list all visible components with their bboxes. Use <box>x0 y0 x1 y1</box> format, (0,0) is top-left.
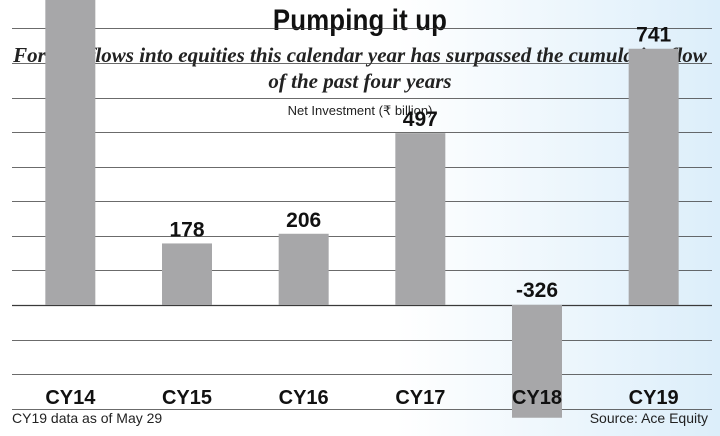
bar-cy18 <box>512 305 562 418</box>
category-label-cy18: CY18 <box>512 387 562 409</box>
data-label-cy18: -326 <box>516 279 558 302</box>
data-label-cy15: 178 <box>169 218 204 241</box>
bar-cy15 <box>162 243 212 305</box>
bar-cy19 <box>628 48 679 306</box>
bar-cy16 <box>278 233 329 305</box>
bar-cy17 <box>395 133 446 305</box>
chart-title: Pumping it up <box>272 4 448 37</box>
data-label-cy16: 206 <box>286 209 321 232</box>
category-label-cy17: CY17 <box>395 387 445 409</box>
category-label-cy15: CY15 <box>162 387 212 409</box>
chart-subtitle: Foreign flows into equities this calenda… <box>13 43 707 93</box>
data-label-cy19: 741 <box>636 24 671 47</box>
source-note: Source: Ace Equity <box>589 410 708 426</box>
category-labels: CY14 CY15 CY16 CY17 CY18 CY19 <box>45 387 678 409</box>
category-label-cy16: CY16 <box>279 387 329 409</box>
footnote: CY19 data as of May 29 <box>12 410 163 426</box>
unit-label: Net Investment (₹ billion) <box>287 103 433 118</box>
data-label-cy17: 497 <box>403 108 438 131</box>
bars <box>45 0 679 418</box>
category-label-cy14: CY14 <box>45 387 96 409</box>
gridlines <box>12 28 712 410</box>
category-label-cy19: CY19 <box>629 387 679 409</box>
bar-cy14 <box>45 0 96 306</box>
